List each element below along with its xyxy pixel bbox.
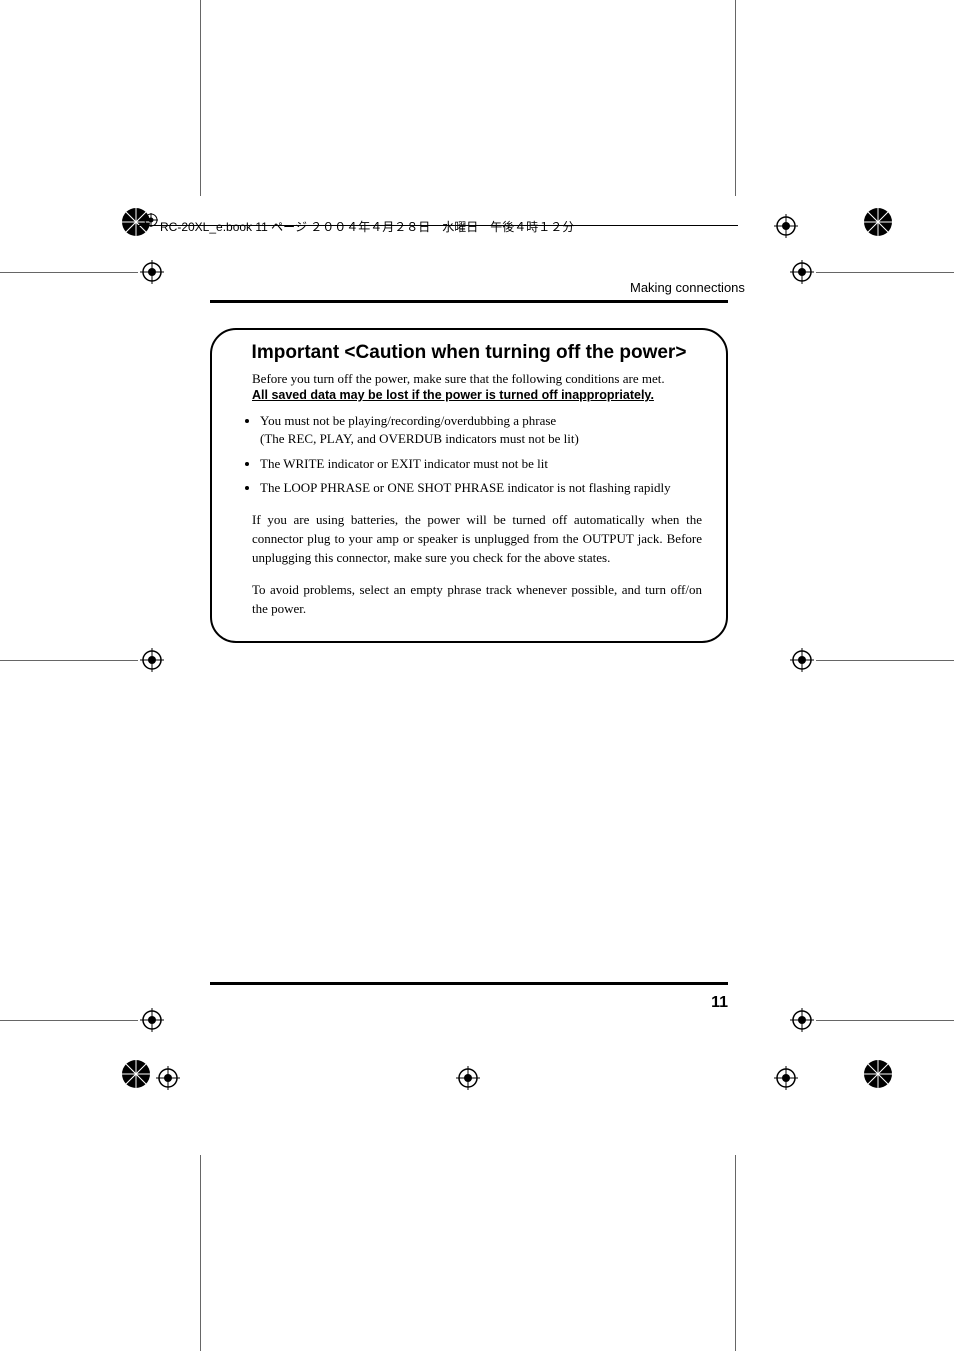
crop-mark: [0, 272, 138, 273]
crop-mark: [816, 272, 954, 273]
registration-mark-icon: [774, 214, 798, 238]
crop-mark: [735, 0, 736, 196]
caution-warning: All saved data may be lost if the power …: [252, 388, 702, 402]
section-header: Making connections: [630, 280, 745, 295]
bullet-text: The LOOP PHRASE or ONE SHOT PHRASE indic…: [260, 480, 671, 495]
crop-mark: [0, 1020, 138, 1021]
page-number: 11: [711, 994, 728, 1012]
registration-mark-icon: [790, 260, 814, 284]
bullet-text: You must not be playing/recording/overdu…: [260, 413, 556, 428]
registration-mark-icon: [774, 1066, 798, 1090]
caution-title: Important <Caution when turning off the …: [236, 342, 702, 364]
bottom-rule: [210, 982, 728, 985]
registration-mark-icon: [790, 648, 814, 672]
caution-box: Important <Caution when turning off the …: [210, 328, 728, 643]
bullet-item: The LOOP PHRASE or ONE SHOT PHRASE indic…: [260, 479, 702, 497]
top-rule: [210, 300, 728, 303]
header-file-info: RC-20XL_e.book 11 ページ ２００４年４月２８日 水曜日 午後４…: [160, 218, 574, 235]
crop-mark: [816, 660, 954, 661]
registration-corner-icon: [862, 206, 894, 238]
registration-mark-icon: [140, 648, 164, 672]
registration-corner-icon: [862, 1058, 894, 1090]
caution-paragraph: To avoid problems, select an empty phras…: [252, 581, 702, 619]
crop-mark: [200, 1155, 201, 1351]
crop-mark: [200, 0, 201, 196]
registration-mark-icon: [140, 1008, 164, 1032]
crop-mark: [816, 1020, 954, 1021]
bullet-item: The WRITE indicator or EXIT indicator mu…: [260, 455, 702, 473]
caution-paragraph: If you are using batteries, the power wi…: [252, 511, 702, 568]
registration-mark-icon: [456, 1066, 480, 1090]
crop-mark: [0, 660, 138, 661]
caution-intro: Before you turn off the power, make sure…: [252, 370, 702, 388]
registration-mark-icon: [790, 1008, 814, 1032]
header-book-icon: [142, 213, 160, 232]
registration-mark-icon: [156, 1066, 180, 1090]
bullet-subtext: (The REC, PLAY, and OVERDUB indicators m…: [260, 431, 579, 446]
registration-corner-icon: [120, 1058, 152, 1090]
bullet-item: You must not be playing/recording/overdu…: [260, 412, 702, 448]
registration-mark-icon: [140, 260, 164, 284]
crop-mark: [735, 1155, 736, 1351]
bullet-text: The WRITE indicator or EXIT indicator mu…: [260, 456, 548, 471]
caution-bullets: You must not be playing/recording/overdu…: [260, 412, 702, 497]
